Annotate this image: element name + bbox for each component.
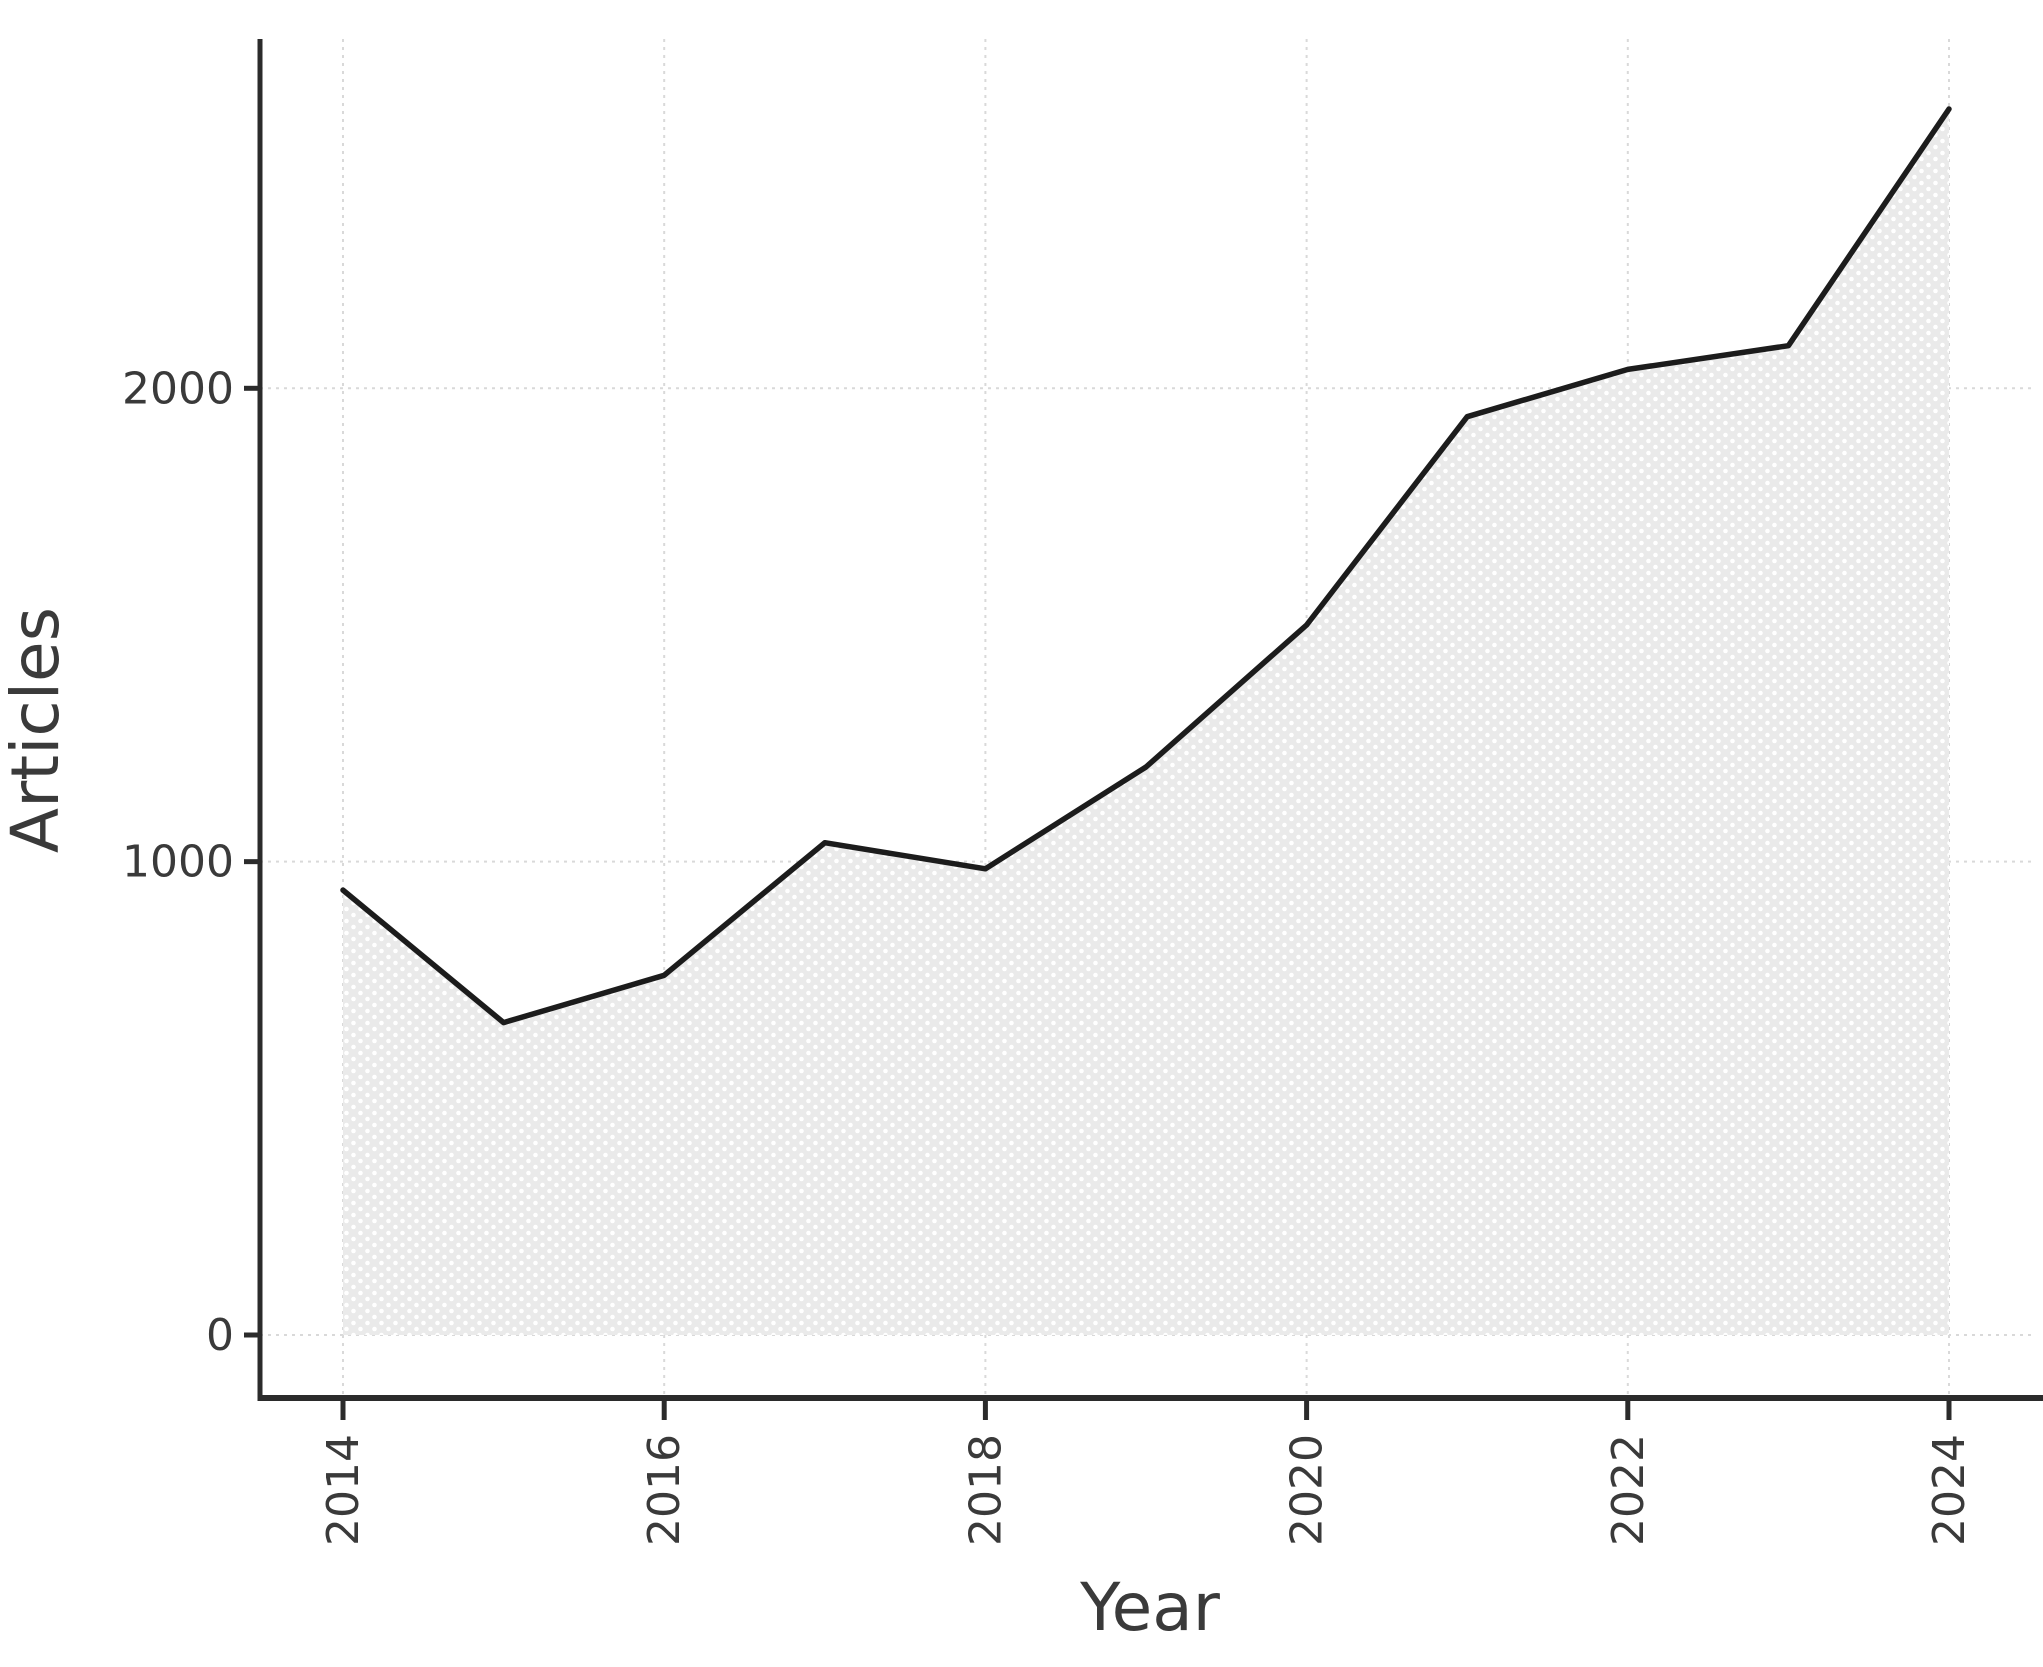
area-fill — [343, 109, 1949, 1335]
x-axis-label: Year — [1079, 1569, 1221, 1646]
axis-ticks — [244, 385, 1952, 1420]
x-tick-label-2018: 2018 — [960, 1434, 1011, 1546]
y-tick-label-1000: 1000 — [122, 837, 234, 888]
axes-spines — [257, 39, 2043, 1401]
y-axis-label: Articles — [0, 607, 74, 853]
y-tick-label-0: 0 — [206, 1310, 234, 1361]
line-series — [340, 106, 1952, 1026]
data-line — [340, 106, 1952, 1026]
x-tick-label-2024: 2024 — [1924, 1434, 1975, 1546]
axis-tick-labels: 0 1000 2000 2014 2016 2018 2020 2022 2024 — [122, 363, 1975, 1546]
area-series — [343, 109, 1949, 1335]
y-tick-label-2000: 2000 — [122, 363, 234, 414]
x-tick-label-2014: 2014 — [318, 1434, 369, 1546]
x-tick-label-2020: 2020 — [1282, 1434, 1333, 1546]
x-tick-label-2022: 2022 — [1603, 1434, 1654, 1546]
x-tick-label-2016: 2016 — [639, 1434, 690, 1546]
